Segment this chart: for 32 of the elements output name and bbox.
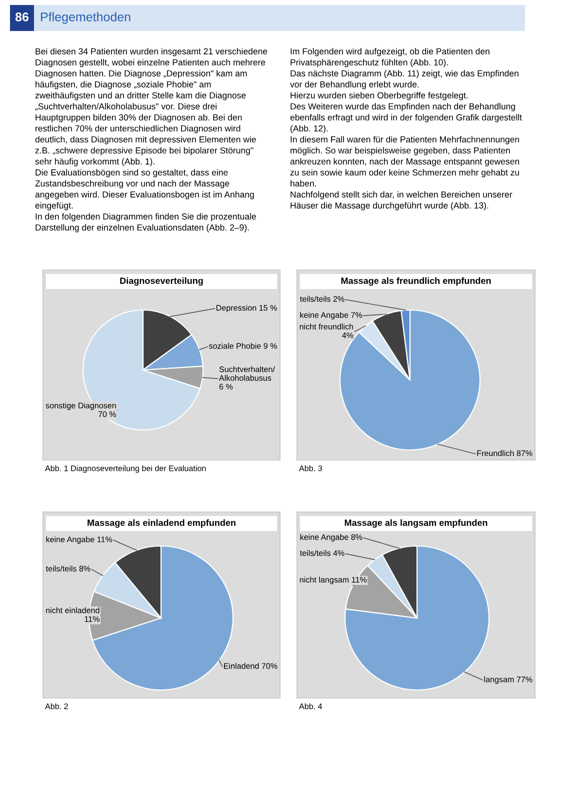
chart-title: Diagnoseverteilung: [120, 277, 203, 286]
slice-label: Suchtverhalten/Alkoholabusus: [219, 366, 275, 381]
text: Im Folgenden wird aufgezeigt, ob die Patienten den Privatsphärengeschutz fühlten (Abb. 10). Das nächste Diagramm (Abb. 11) zeigt, wie das Empfinden vor der Behandlung erlebt wurde. Hierzu wurden sieben Oberbegriffe festgelegt. Des Weiteren wurde das Empfinden nach der Behandlung ebenfalls erfragt und wird in der folgenden Grafik dargestellt (Abb. 12). In diesem Fall waren für die Patienten Mehrfachnennungen möglich. So war beispielsweise gegeben, dass Patienten ankreuzen konnten, nach der Massage entspannt gewesen zu sein sowie kaum oder keine Schmerzen mehr gehabt zu haben. Nachfolgend stellt sich dar, in welchen Bereichen unserer Häuser die Massage durchgeführt wurde (Abb. 13).: [290, 48, 522, 210]
slice-label: Depression 15 %: [216, 304, 277, 312]
slice-label: nicht einladend: [46, 607, 100, 614]
slice-label: teils/teils 4%: [300, 550, 344, 556]
slice-label: keine Angabe 11%: [46, 536, 112, 544]
slice-label: langsam 77%: [484, 676, 532, 684]
slice-label: keine Angabe 7%: [300, 312, 362, 320]
caption: Abb. 3: [299, 465, 322, 472]
slice-label: sonstige Diagnosen: [46, 402, 116, 410]
caption: Abb. 1 Diagnoseverteilung bei der Evaluation: [45, 465, 206, 473]
text: Bei diesen 34 Patienten wurden insgesamt 21 verschiedene Diagnosen gestellt, wobei einzelne Patienten auch mehrere Diagnosen hatten. Die Diagnose „Depression" kam am häufigsten, die Diagnose „soziale Phobie" am zweithäufigsten und an dritter Stelle kam die Diagnose „Suchtverhalten/Alkoholabusus" vor. Diese drei Hauptgruppen bilden 30% der Diagnosen ab. Bei den restlichen 70% der unterschiedlichen Diagnosen wird deutlich, dass Diagnosen mit depressiven Elementen wie z.B. „schwere depressive Episode bei bipolarer Störung" sehr häufig vorkommt (Abb. 1). Die Evaluationsbögen sind so gestaltet, dass eine Zustandsbeschreibung vor und nach der Massage angegeben wird. Dieser Evaluationsbogen ist im Anhang eingefügt. In den folgenden Diagrammen finden Sie die prozentuale Darstellung der einzelnen Evaluationsdaten (Abb. 2–9).: [35, 48, 268, 232]
data-label: 4%: [342, 332, 354, 338]
slice-label: Freundlich 87%: [477, 450, 532, 456]
data-label: 6 %: [219, 384, 233, 390]
slice-label: nicht langsam 11%: [300, 576, 367, 584]
slice-label: Einladend 70%: [224, 662, 278, 669]
text: 86: [15, 12, 28, 22]
caption: Abb. 4: [299, 703, 322, 710]
slice-label: teils/teils 2%: [300, 296, 344, 302]
chart-title: Massage als langsam empfunden: [344, 519, 488, 528]
chart-title: Massage als freundlich empfunden: [341, 277, 491, 286]
slice-label: soziale Phobie 9 %: [208, 342, 277, 349]
slice-label: nicht freundlich: [300, 324, 353, 330]
data-label: 11%: [84, 616, 100, 622]
slice-label: keine Angabe 8%: [300, 534, 362, 542]
data-label: 70 %: [98, 411, 116, 418]
slice-label: teils/teils 8%: [46, 566, 90, 572]
chart-title: Massage als einladend empfunden: [88, 519, 236, 528]
text: Pflegemethoden: [41, 12, 130, 24]
caption: Abb. 2: [45, 703, 68, 710]
